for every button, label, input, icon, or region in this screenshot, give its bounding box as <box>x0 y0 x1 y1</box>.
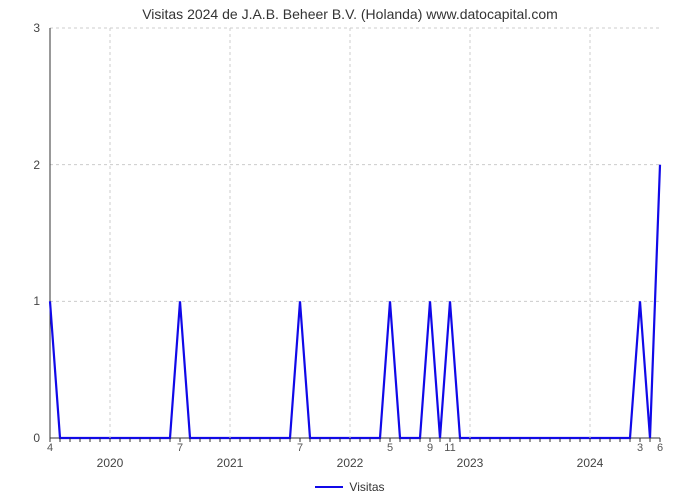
legend-label: Visitas <box>349 480 384 494</box>
x-tick-label: 2022 <box>337 456 364 470</box>
point-value-label: 4 <box>47 442 53 454</box>
point-value-label: 9 <box>427 442 433 454</box>
chart-title: Visitas 2024 de J.A.B. Beheer B.V. (Hola… <box>0 6 700 22</box>
legend-swatch <box>315 486 343 488</box>
y-tick-label: 1 <box>0 294 40 308</box>
point-value-label: 11 <box>444 442 455 454</box>
y-tick-label: 0 <box>0 431 40 445</box>
point-value-label: 6 <box>657 442 663 454</box>
point-value-label: 7 <box>177 442 183 454</box>
chart-plot-area <box>50 28 660 438</box>
chart-legend: Visitas <box>0 475 700 494</box>
y-tick-label: 2 <box>0 158 40 172</box>
point-value-label: 3 <box>637 442 643 454</box>
x-tick-label: 2020 <box>97 456 124 470</box>
point-value-label: 5 <box>387 442 393 454</box>
y-tick-label: 3 <box>0 21 40 35</box>
point-value-label: 7 <box>297 442 303 454</box>
x-tick-label: 2021 <box>217 456 244 470</box>
x-tick-label: 2023 <box>457 456 484 470</box>
x-tick-label: 2024 <box>577 456 604 470</box>
